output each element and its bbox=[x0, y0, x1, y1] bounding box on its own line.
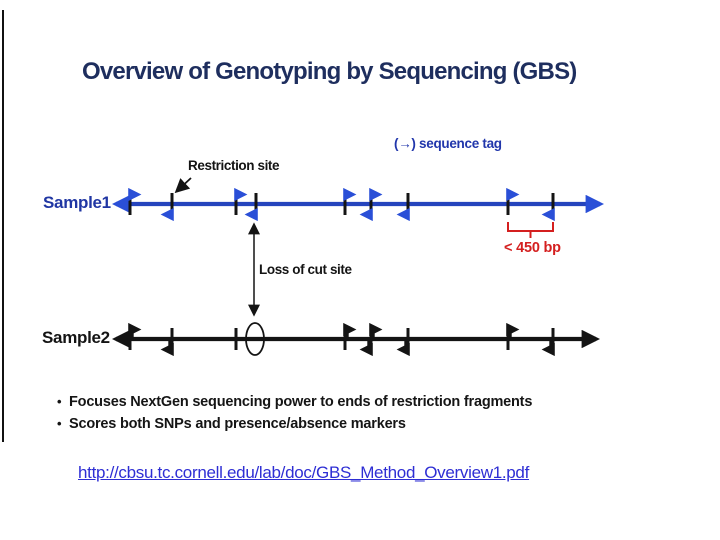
fragment-size-label: < 450 bp bbox=[504, 240, 561, 256]
bullet-dot-icon: • bbox=[57, 416, 62, 431]
slide-title: Overview of Genotyping by Sequencing (GB… bbox=[82, 58, 577, 85]
restriction-site-label: Restriction site bbox=[188, 158, 280, 173]
source-pdf-link[interactable]: http://cbsu.tc.cornell.edu/lab/doc/GBS_M… bbox=[78, 463, 530, 482]
bullet-item: • Scores both SNPs and presence/absence … bbox=[57, 413, 532, 435]
bullet-text: Focuses NextGen sequencing power to ends… bbox=[69, 394, 533, 410]
sample2-label: Sample2 bbox=[42, 328, 110, 347]
bullet-dot-icon: • bbox=[57, 394, 62, 409]
slide-edge-line bbox=[2, 10, 4, 442]
bullet-item: • Focuses NextGen sequencing power to en… bbox=[57, 391, 532, 413]
bullet-text: Scores both SNPs and presence/absence ma… bbox=[69, 416, 406, 432]
loss-of-cut-site-label: Loss of cut site bbox=[259, 262, 352, 277]
sample1-label: Sample1 bbox=[43, 193, 111, 212]
sequence-tag-legend: (→) sequence tag bbox=[394, 136, 502, 151]
bullet-list: • Focuses NextGen sequencing power to en… bbox=[57, 391, 532, 435]
